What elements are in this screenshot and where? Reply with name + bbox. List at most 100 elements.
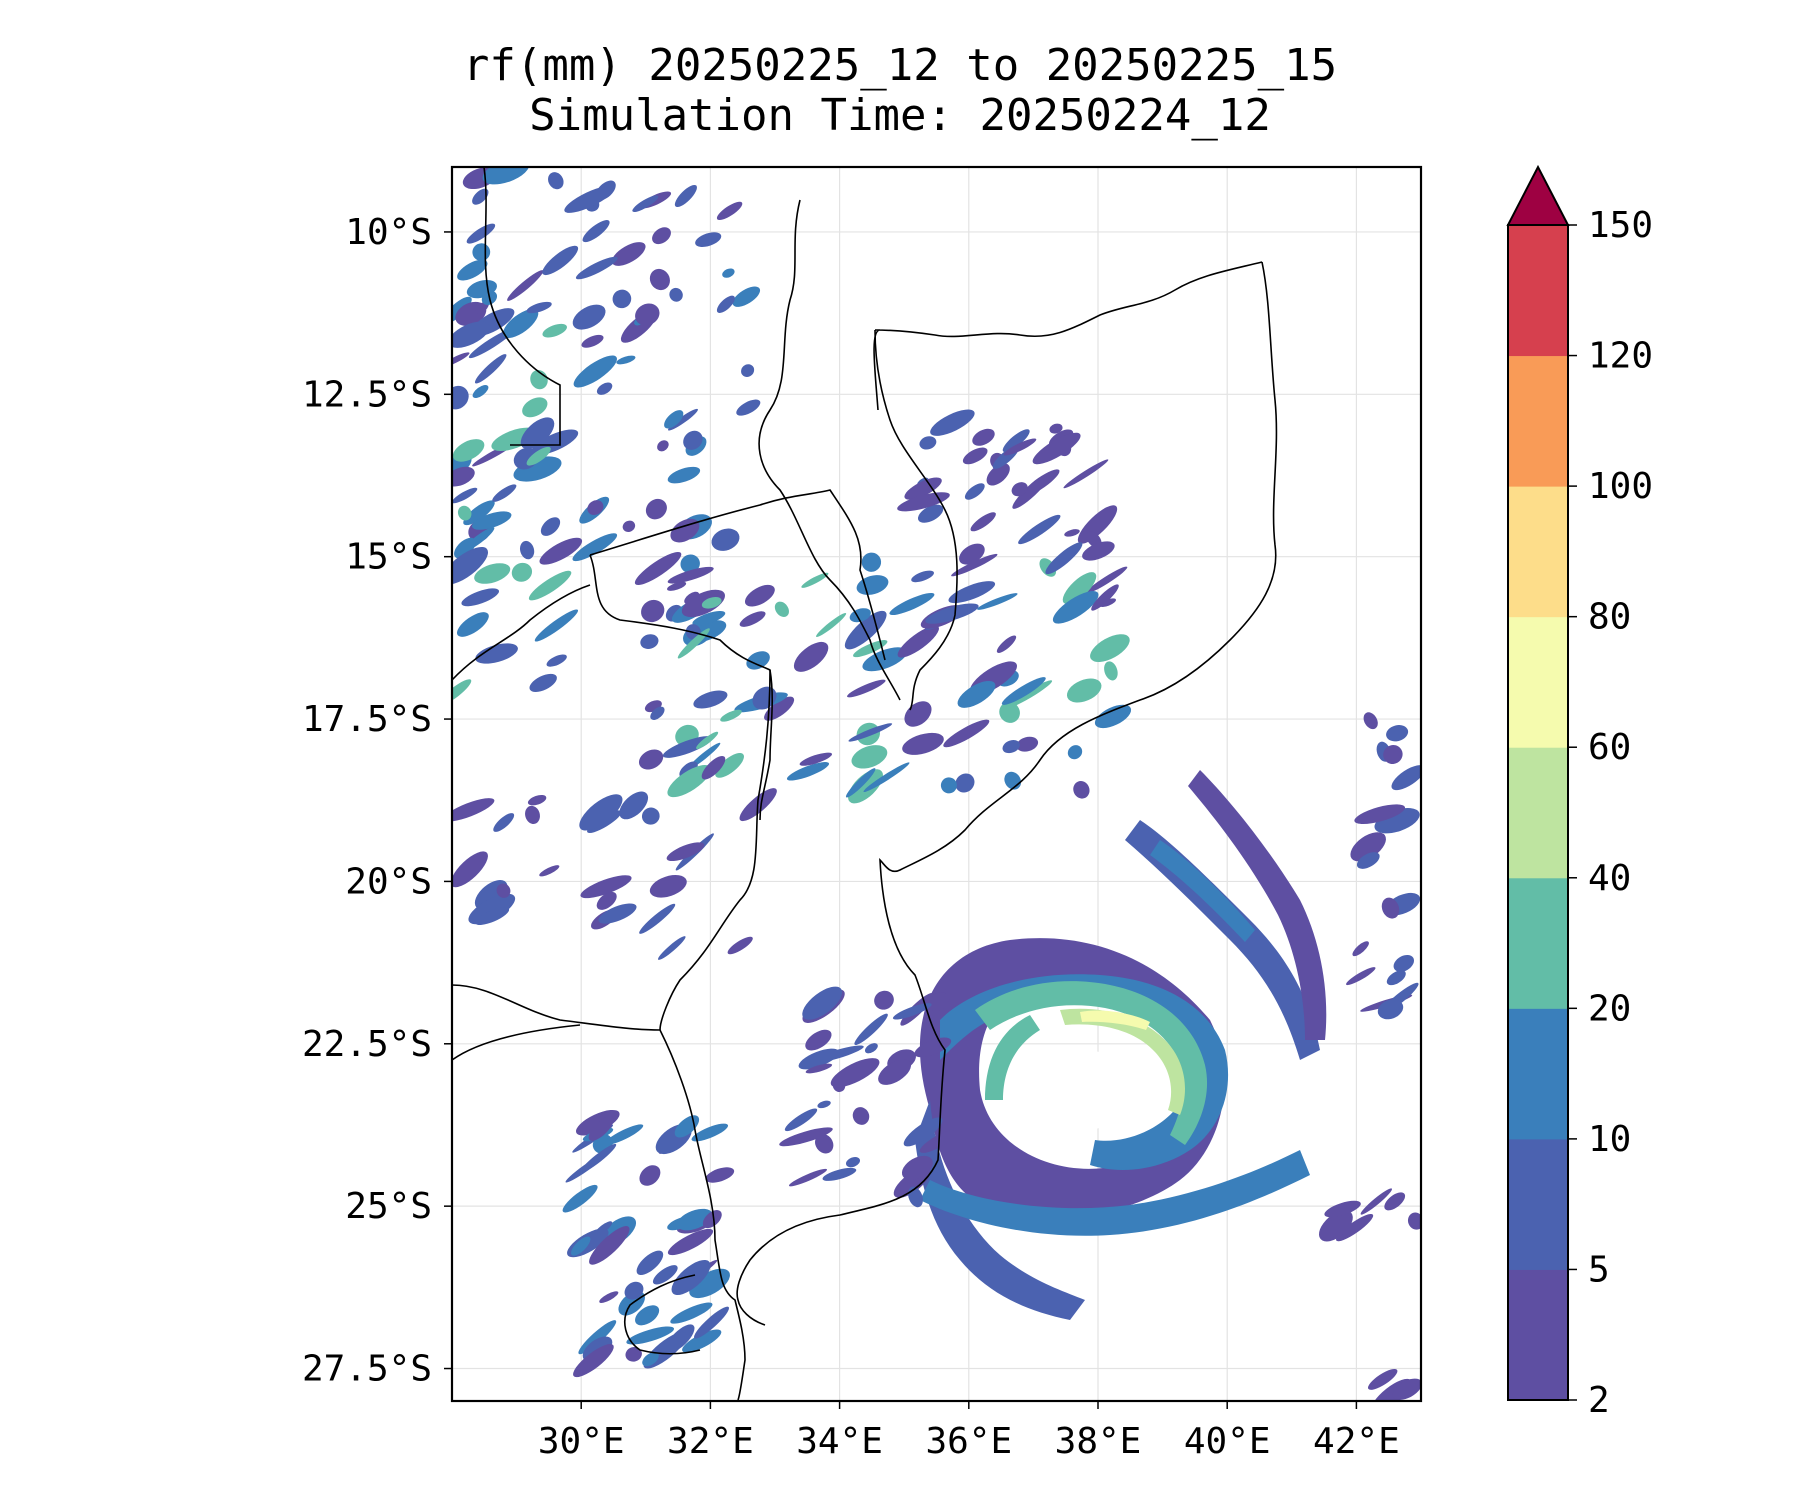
rain-cell-318 — [802, 986, 843, 1020]
rain-cell-153 — [1005, 680, 1053, 709]
rain-cell-311 — [830, 1058, 880, 1088]
lon-tick-label-3: 36°E — [925, 1421, 1012, 1462]
rain-cell-305 — [822, 1167, 857, 1181]
cyclone-peak-core — [1080, 1010, 1150, 1030]
rain-cell-148 — [693, 690, 728, 709]
lat-tick-label-1: 12.5°S — [302, 374, 432, 415]
rain-cell-234 — [649, 874, 687, 898]
rain-cell-341 — [1407, 1212, 1421, 1230]
rain-cell-38 — [548, 172, 564, 190]
rain-cell-125 — [1062, 572, 1097, 605]
rain-cell-224 — [641, 807, 660, 825]
rain-cell-122 — [739, 611, 766, 627]
rain-cell-10 — [732, 286, 761, 307]
rain-cell-60 — [457, 259, 488, 281]
rain-cell-126 — [943, 719, 990, 748]
lat-tick-label-5: 22.5°S — [302, 1024, 432, 1065]
rain-cell-211 — [1032, 432, 1081, 465]
rain-cell-97 — [452, 546, 488, 585]
lat-tick-label-6: 25°S — [345, 1186, 432, 1227]
rain-cell-257 — [625, 1347, 642, 1362]
rain-cell-118 — [1099, 598, 1116, 607]
lake-malawi-border — [874, 329, 958, 711]
rainfall-field — [452, 167, 1421, 1401]
lon-tick-label-5: 40°E — [1184, 1421, 1271, 1462]
rain-cell-308 — [903, 1117, 943, 1147]
colorbar-tick-label-9: 150 — [1588, 205, 1653, 246]
rain-cell-58 — [635, 303, 660, 326]
rain-cell-24 — [664, 410, 684, 429]
rain-cell-113 — [948, 581, 996, 604]
rain-cell-239 — [452, 851, 488, 888]
rain-cell-6 — [612, 289, 632, 309]
rain-cell-310 — [878, 1059, 912, 1085]
rain-cell-173 — [848, 723, 893, 742]
rain-cell-160 — [861, 552, 882, 572]
colorbar-frame — [1507, 224, 1569, 1401]
rain-cell-46 — [736, 399, 761, 416]
rain-cell-176 — [977, 593, 1018, 610]
rain-cell-307 — [798, 1048, 839, 1070]
rain-cell-319 — [892, 1003, 932, 1020]
coastlines-borders — [452, 167, 1278, 1401]
rain-cell-283 — [670, 1302, 713, 1324]
rain-cell-14 — [502, 308, 539, 339]
rain-cell-59 — [657, 440, 669, 452]
rain-cell-53 — [611, 242, 646, 266]
rain-cell-298 — [784, 1108, 818, 1132]
rain-cell-42 — [711, 528, 740, 551]
rain-cell-325 — [1350, 832, 1386, 862]
lon-tick-label-1: 32°E — [667, 1421, 754, 1462]
rain-cell-110 — [955, 773, 975, 793]
lat-tick-label-0: 10°S — [345, 212, 432, 253]
lat-tick-label-3: 17.5°S — [302, 699, 432, 740]
rain-cell-76 — [452, 321, 490, 348]
rain-cell-145 — [680, 554, 700, 574]
rain-cell-54 — [452, 352, 470, 368]
rain-cell-203 — [964, 483, 985, 500]
rain-cell-306 — [845, 1156, 861, 1168]
rain-cell-37 — [466, 223, 496, 244]
colorbar-tick-label-4: 40 — [1588, 858, 1631, 899]
colorbar-tick-label-1: 5 — [1588, 1249, 1610, 1290]
rain-cell-186 — [746, 651, 770, 670]
rain-cell-335 — [1377, 999, 1404, 1020]
rain-cell-142 — [1090, 634, 1130, 663]
rain-cell-152 — [774, 601, 789, 617]
northern-border — [873, 261, 1263, 411]
rain-cell-312 — [852, 1107, 870, 1125]
cyclone-inner-arm — [1060, 1008, 1185, 1115]
rain-cell-265 — [671, 1260, 711, 1295]
rain-cell-18 — [645, 498, 667, 520]
rain-cell-200 — [1064, 529, 1080, 537]
cyclone-band-south — [920, 1150, 1310, 1236]
zimbabwe-north-border — [589, 554, 774, 821]
rain-cell-139 — [999, 701, 1020, 723]
rain-cell-213 — [962, 447, 988, 465]
rain-cell-243 — [496, 883, 511, 898]
rain-cell-212 — [972, 428, 995, 446]
rain-cell-218 — [1018, 514, 1061, 545]
rain-cell-158 — [1052, 591, 1099, 624]
rain-cell-247 — [667, 1228, 714, 1256]
rain-cell-133 — [667, 765, 711, 798]
rain-cell-207 — [1045, 542, 1083, 575]
rain-cell-336 — [1354, 804, 1406, 825]
rain-cell-141 — [951, 553, 998, 577]
rain-cell-174 — [1001, 677, 1046, 705]
rain-cell-70 — [534, 609, 579, 642]
rain-cell-328 — [1363, 712, 1378, 730]
colorbar-segment-8 — [1508, 225, 1568, 357]
rain-cell-105 — [793, 641, 829, 672]
rain-cell-30 — [564, 185, 615, 213]
lon-tick-label-0: 30°E — [538, 1421, 625, 1462]
rain-cell-11 — [581, 334, 604, 348]
rain-cell-154 — [1104, 661, 1118, 681]
rain-cell-172 — [856, 575, 889, 595]
rain-cell-68 — [669, 287, 683, 302]
rain-cell-88 — [492, 484, 517, 502]
rain-cell-96 — [475, 643, 518, 664]
rain-cell-266 — [691, 1123, 729, 1142]
rain-cell-1 — [463, 500, 495, 526]
